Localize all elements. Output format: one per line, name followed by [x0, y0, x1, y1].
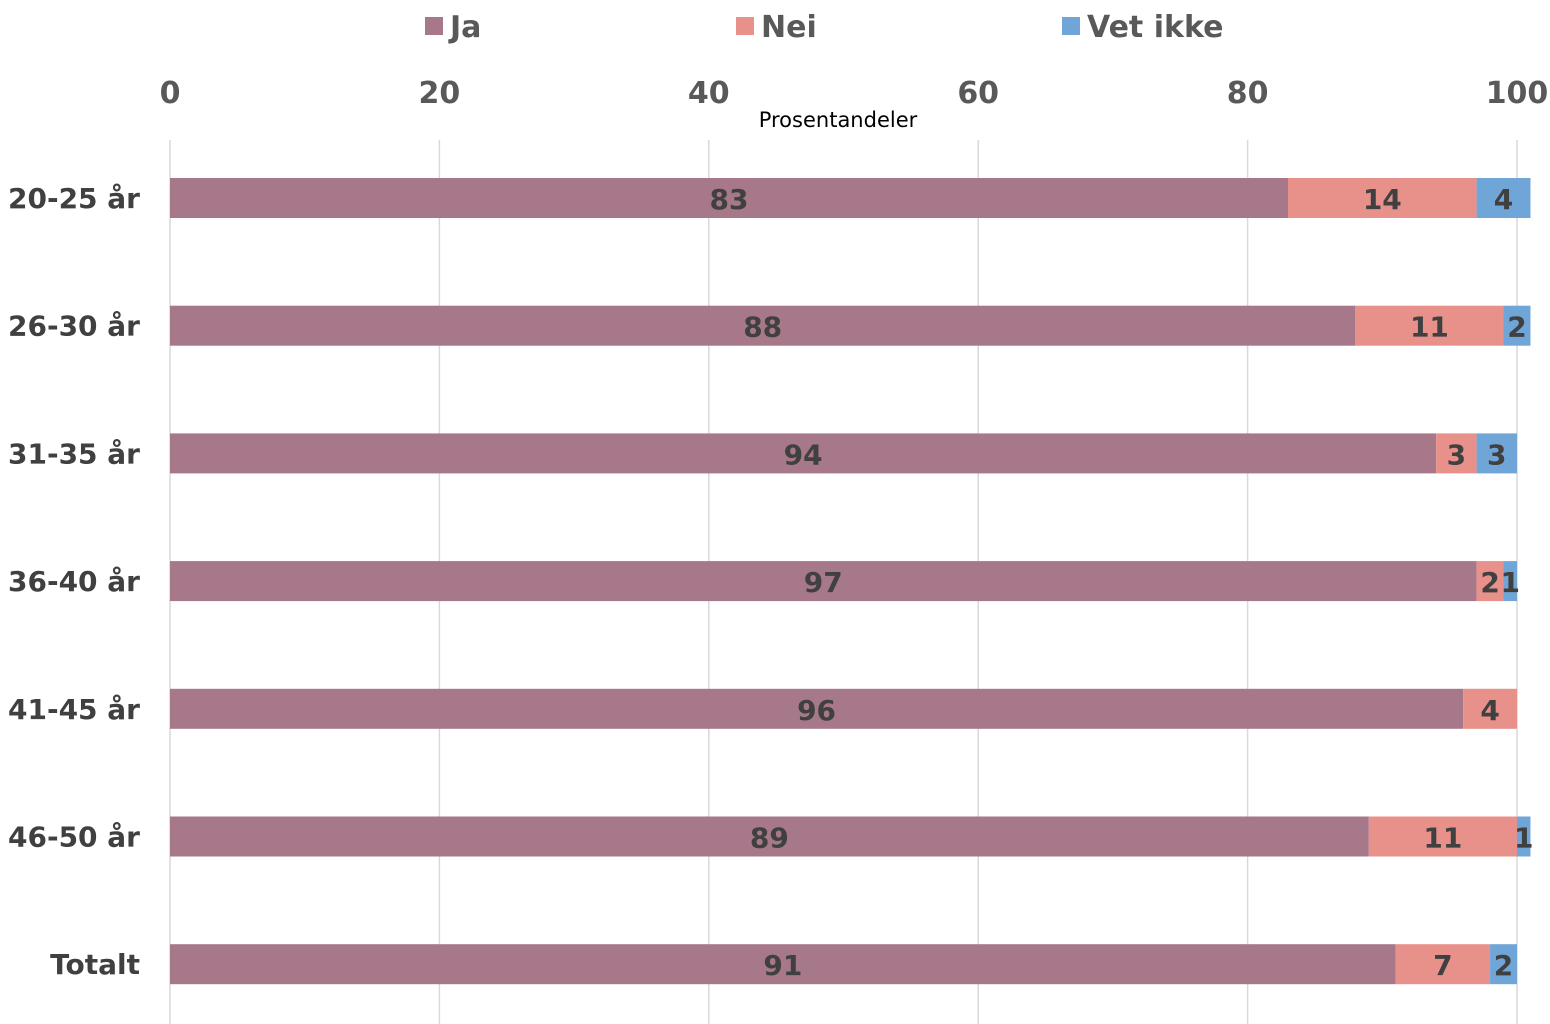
bars	[170, 178, 1531, 985]
legend: Ja Nei Vet ikke	[425, 10, 1223, 45]
bar-ja-41-45-r	[170, 688, 1464, 729]
data-label-vet-ikke-31-35-r: 3	[1487, 438, 1506, 471]
data-label-ja-totalt: 91	[763, 949, 802, 982]
data-label-nei-31-35-r: 3	[1447, 438, 1466, 471]
bar-nei-20-25-r	[1288, 178, 1477, 218]
data-label-ja-26-30-r: 88	[743, 311, 782, 344]
bar-ja-totalt	[170, 944, 1396, 985]
data-label-vet-ikke-26-30-r: 2	[1507, 311, 1526, 344]
data-label-ja-20-25-r: 83	[710, 183, 749, 216]
category-labels: 20-25 år 26-30 år 31-35 år 36-40 år 41-45 år…	[8, 182, 140, 981]
category-label-41-45-r: 41-45 år	[8, 693, 140, 726]
data-labels: 83 14 488 11 294 3 397 2 196 489 11 191 7 2	[710, 183, 1534, 982]
data-label-ja-36-40-r: 97	[804, 566, 843, 599]
bar-vet-ikke-36-40-r	[1503, 561, 1517, 602]
bar-ja-26-30-r	[170, 305, 1356, 346]
bar-vet-ikke-totalt	[1490, 944, 1517, 985]
category-label-26-30-r: 26-30 år	[8, 310, 140, 343]
bar-vet-ikke-20-25-r	[1476, 178, 1531, 218]
legend-label-vet-ikke: Vet ikke	[1087, 10, 1223, 45]
data-label-nei-20-25-r: 14	[1363, 183, 1402, 216]
bar-nei-totalt	[1395, 944, 1491, 985]
data-label-ja-46-50-r: 89	[750, 822, 789, 855]
legend-label-ja: Ja	[448, 10, 481, 45]
bar-vet-ikke-46-50-r	[1517, 816, 1531, 857]
data-label-nei-36-40-r: 2	[1480, 566, 1499, 599]
bar-nei-46-50-r	[1368, 816, 1517, 857]
x-tick-0: 0	[160, 76, 181, 111]
data-label-vet-ikke-totalt: 2	[1494, 949, 1513, 982]
legend-swatch-nei	[736, 17, 754, 35]
bar-nei-31-35-r	[1436, 433, 1477, 474]
bar-vet-ikke-26-30-r	[1503, 305, 1531, 346]
legend-label-nei: Nei	[761, 10, 817, 45]
category-label-31-35-r: 31-35 år	[8, 437, 140, 470]
data-label-nei-totalt: 7	[1433, 949, 1452, 982]
x-tick-100: 100	[1486, 76, 1549, 111]
data-label-nei-41-45-r: 4	[1480, 694, 1499, 727]
bar-ja-20-25-r	[170, 178, 1289, 218]
bar-ja-31-35-r	[170, 433, 1437, 474]
data-label-ja-31-35-r: 94	[784, 438, 823, 471]
data-label-vet-ikke-46-50-r: 1	[1514, 822, 1533, 855]
x-axis-title: Prosentandeler	[759, 108, 918, 132]
legend-swatch-vet-ikke	[1062, 17, 1080, 35]
data-label-nei-26-30-r: 11	[1410, 311, 1449, 344]
legend-item-ja: Ja	[425, 10, 481, 45]
data-label-nei-46-50-r: 11	[1423, 822, 1462, 855]
x-tick-40: 40	[688, 76, 730, 111]
bar-nei-26-30-r	[1355, 305, 1504, 346]
x-tick-20: 20	[419, 76, 461, 111]
bar-ja-36-40-r	[170, 561, 1477, 602]
legend-item-nei: Nei	[736, 10, 817, 45]
bar-ja-46-50-r	[170, 816, 1369, 857]
legend-swatch-ja	[425, 17, 443, 35]
category-label-totalt: Totalt	[50, 948, 140, 981]
bar-nei-41-45-r	[1463, 688, 1517, 729]
category-label-46-50-r: 46-50 år	[8, 821, 140, 854]
category-label-36-40-r: 36-40 år	[8, 565, 140, 598]
data-label-ja-41-45-r: 96	[797, 694, 836, 727]
category-label-20-25-r: 20-25 år	[8, 182, 140, 215]
data-label-vet-ikke-36-40-r: 1	[1501, 566, 1520, 599]
x-tick-80: 80	[1227, 76, 1269, 111]
data-label-vet-ikke-20-25-r: 4	[1494, 183, 1513, 216]
legend-item-vet-ikke: Vet ikke	[1062, 10, 1223, 45]
bar-nei-36-40-r	[1476, 561, 1504, 602]
x-tick-60: 60	[957, 76, 999, 111]
bar-vet-ikke-31-35-r	[1476, 433, 1517, 474]
x-axis-ticks: 0 20 40 60 80 100	[160, 76, 1549, 111]
